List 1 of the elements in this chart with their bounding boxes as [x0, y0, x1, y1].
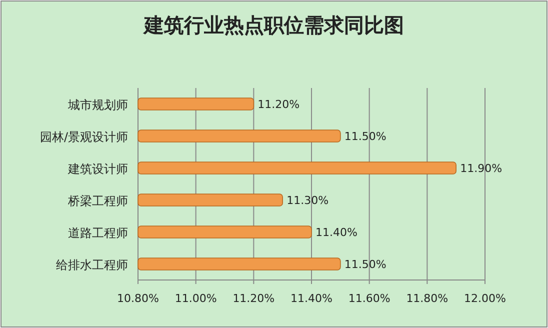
title: 建筑行业热点职位需求同比图: [144, 13, 404, 37]
